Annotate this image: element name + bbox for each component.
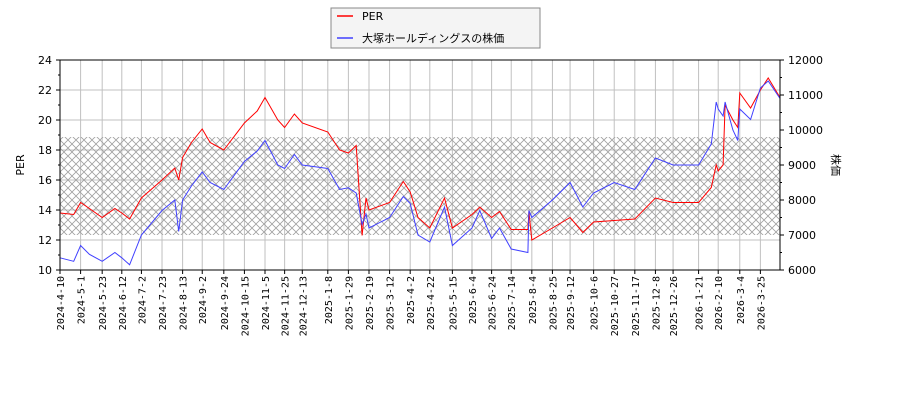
y-tick-label: 24: [38, 54, 52, 67]
axes: 2024-4-10 2024-5-1 2024-5-23 2024-6-12 2024-…: [38, 54, 823, 336]
x-tick-label: 2026-2-10: [714, 276, 725, 330]
y2-tick-label: 11000: [788, 89, 823, 102]
legend-label-per: PER: [362, 10, 384, 23]
x-tick-label: 2026-3-25: [756, 276, 767, 330]
x-tick-label: 2025-12-26: [669, 276, 680, 336]
x-tick-label: 2025-8-25: [548, 276, 559, 330]
x-tick-label: 2026-1-21: [695, 276, 706, 330]
y2-tick-label: 8000: [788, 194, 816, 207]
x-tick-label: 2024-5-1: [77, 276, 88, 324]
x-tick-label: 2024-6-12: [118, 276, 129, 330]
x-tick-label: 2024-5-23: [98, 276, 109, 330]
x-tick-label: 2024-9-24: [220, 276, 231, 330]
x-tick-label: 2025-6-24: [488, 276, 499, 330]
x-tick-label: 2025-11-17: [631, 276, 642, 336]
y2-tick-label: 6000: [788, 264, 816, 277]
y-tick-label: 18: [38, 144, 52, 157]
y2-tick-label: 12000: [788, 54, 823, 67]
y-tick-label: 22: [38, 84, 52, 97]
y2-tick-label: 10000: [788, 124, 823, 137]
x-tick-label: 2024-8-13: [179, 276, 190, 330]
y2-tick-label: 9000: [788, 159, 816, 172]
x-tick-label: 2025-9-12: [566, 276, 577, 330]
x-tick-label: 2024-7-2: [137, 276, 148, 324]
y-tick-label: 16: [38, 174, 52, 187]
series-line-price: [59, 80, 781, 266]
x-tick-label: 2025-10-6: [590, 276, 601, 330]
x-tick-label: 2024-11-5: [261, 276, 272, 330]
series-line-per: [59, 77, 781, 241]
x-tick-label: 2025-2-19: [365, 276, 376, 330]
y-tick-label: 20: [38, 114, 52, 127]
hatched-band: [60, 137, 780, 235]
x-tick-label: 2026-3-4: [736, 276, 747, 324]
y-tick-label: 14: [38, 204, 52, 217]
x-tick-label: 2024-7-23: [158, 276, 169, 330]
y-axis-label-left: PER: [14, 154, 27, 176]
legend-label-price: 大塚ホールディングスの株価: [362, 31, 504, 45]
legend: PER 大塚ホールディングスの株価: [330, 7, 541, 49]
x-tick-label: 2024-4-10: [56, 276, 67, 330]
y-tick-label: 12: [38, 234, 52, 247]
x-tick-label: 2025-1-8: [324, 276, 335, 324]
x-tick-label: 2024-11-25: [281, 276, 292, 336]
x-tick-label: 2024-10-15: [240, 276, 251, 336]
x-tick-label: 2025-3-12: [386, 276, 397, 330]
x-tick-label: 2025-8-4: [528, 276, 539, 324]
x-tick-label: 2025-12-8: [651, 276, 662, 330]
x-tick-label: 2025-6-4: [468, 276, 479, 324]
x-tick-label: 2024-12-13: [298, 276, 309, 336]
x-tick-label: 2025-10-27: [610, 276, 621, 336]
x-tick-label: 2025-7-14: [507, 276, 518, 330]
y-tick-label: 10: [38, 264, 52, 277]
x-tick-label: 2025-4-2: [406, 276, 417, 324]
x-tick-label: 2025-1-29: [344, 276, 355, 330]
x-tick-label: 2025-5-15: [448, 276, 459, 330]
x-tick-label: 2025-4-22: [426, 276, 437, 330]
x-tick-label: 2024-9-2: [198, 276, 209, 324]
y2-tick-label: 7000: [788, 229, 816, 242]
y-axis-label-right: 株価: [829, 154, 843, 176]
